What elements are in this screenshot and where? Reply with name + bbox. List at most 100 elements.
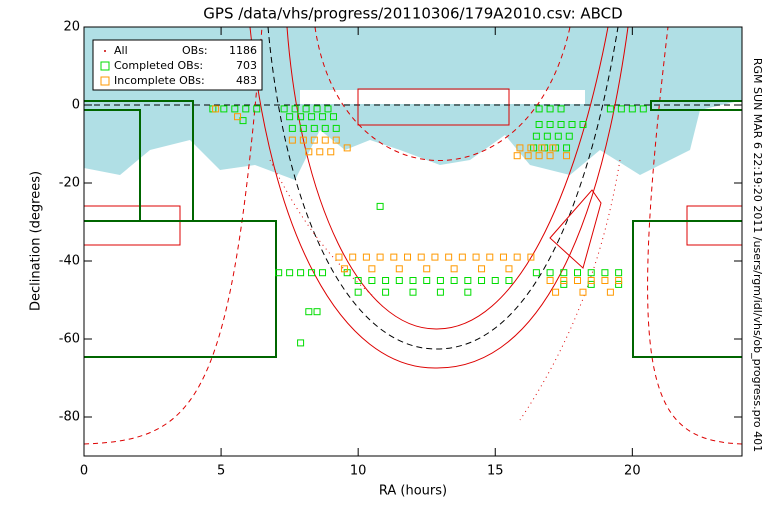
point — [349, 253, 357, 261]
chart-title: GPS /data/vhs/progress/20110306/179A2010… — [203, 5, 622, 23]
point — [464, 277, 472, 284]
point — [409, 277, 417, 284]
point — [382, 288, 390, 296]
point — [587, 269, 595, 277]
point — [329, 113, 337, 121]
point — [231, 105, 239, 113]
point — [302, 105, 310, 113]
point — [538, 144, 546, 152]
point — [212, 105, 220, 113]
dotted-right — [519, 159, 621, 421]
point — [354, 277, 362, 284]
point — [560, 277, 568, 284]
point — [450, 277, 458, 284]
point — [288, 136, 296, 144]
point — [395, 277, 403, 284]
point — [299, 124, 307, 132]
y-tick-label: 20 — [63, 20, 80, 35]
point — [505, 277, 513, 284]
point — [220, 105, 228, 113]
point — [546, 152, 554, 160]
point — [275, 269, 283, 277]
point — [234, 113, 242, 121]
point — [417, 253, 425, 261]
point — [516, 144, 524, 152]
point — [382, 277, 390, 284]
point — [431, 253, 439, 261]
x-tick-label: 10 — [350, 464, 367, 479]
point — [601, 269, 609, 277]
point — [409, 288, 417, 296]
point — [563, 144, 571, 152]
point — [524, 152, 532, 160]
point — [557, 105, 565, 113]
point — [242, 105, 250, 113]
field-box — [84, 205, 181, 246]
point — [445, 253, 453, 261]
point — [617, 105, 625, 113]
point — [557, 121, 565, 128]
limit-arc — [314, 27, 571, 161]
legend-count: 483 — [236, 74, 257, 87]
point — [535, 152, 543, 160]
point — [321, 136, 329, 144]
x-tick-label: 5 — [217, 464, 225, 479]
point — [527, 253, 535, 261]
field-box — [686, 205, 742, 246]
point — [535, 105, 543, 113]
y-axis-label: Declination (degrees) — [29, 171, 44, 311]
point — [549, 144, 557, 152]
point — [395, 265, 403, 273]
point — [404, 253, 412, 261]
point — [513, 152, 521, 160]
point — [321, 124, 329, 132]
legend-marker — [100, 76, 110, 86]
point — [239, 117, 247, 125]
point — [574, 277, 581, 284]
point — [368, 277, 376, 284]
point — [606, 288, 614, 296]
y-tick-label: -80 — [59, 410, 80, 425]
point — [423, 265, 431, 273]
point — [505, 265, 513, 273]
point — [554, 132, 562, 140]
point — [478, 277, 486, 284]
side-note: RGM SUN MAR 6 22:19:20 2011 /users/rgm/i… — [751, 58, 764, 452]
legend-label: OBs: — [182, 44, 208, 57]
point — [362, 253, 370, 261]
point — [436, 277, 444, 284]
legend — [92, 39, 263, 91]
point — [560, 280, 568, 288]
legend-count: 703 — [236, 59, 257, 72]
point — [288, 124, 296, 132]
y-tick-label: 0 — [72, 98, 80, 113]
legend-count: 1186 — [229, 44, 257, 57]
point — [615, 280, 623, 288]
point — [486, 253, 494, 261]
point — [332, 124, 340, 132]
point — [615, 269, 623, 277]
point — [464, 288, 472, 296]
point — [319, 269, 327, 277]
point — [327, 148, 335, 156]
point — [546, 277, 554, 284]
x-tick-label: 0 — [80, 464, 88, 479]
point — [565, 132, 573, 140]
point — [628, 105, 636, 113]
point — [313, 308, 321, 316]
point — [532, 132, 540, 140]
point — [546, 105, 554, 113]
point — [587, 277, 595, 284]
plane-centre — [267, 27, 619, 350]
sky-gap — [300, 90, 585, 104]
data-marks — [209, 105, 647, 347]
point — [499, 253, 507, 261]
point — [310, 124, 318, 132]
point — [376, 202, 384, 210]
point — [253, 105, 261, 113]
legend-label: Incomplete OBs: — [114, 74, 205, 87]
point — [606, 105, 614, 113]
field-box — [549, 189, 602, 269]
point — [579, 121, 587, 128]
